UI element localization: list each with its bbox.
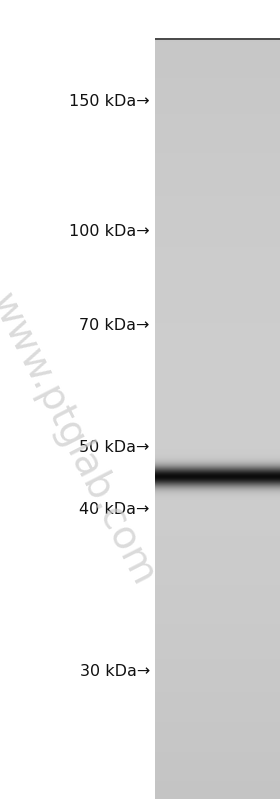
Text: www.ptglab.com: www.ptglab.com: [0, 287, 163, 592]
Text: 50 kDa→: 50 kDa→: [80, 440, 150, 455]
Text: 150 kDa→: 150 kDa→: [69, 94, 150, 109]
Text: 100 kDa→: 100 kDa→: [69, 225, 150, 239]
Text: 70 kDa→: 70 kDa→: [80, 319, 150, 333]
Text: 40 kDa→: 40 kDa→: [80, 503, 150, 517]
Text: 30 kDa→: 30 kDa→: [80, 664, 150, 678]
